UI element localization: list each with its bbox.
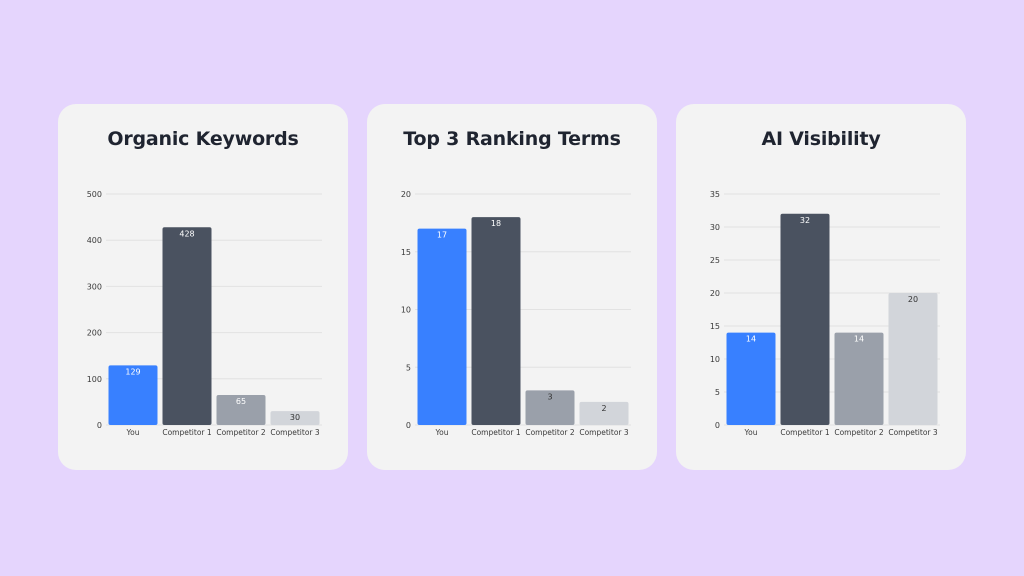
bar [270,411,320,425]
chart-card-top-3-ranking-terms: Top 3 Ranking Terms 0 5 10 15 20 17 You 18 Compe… [367,104,657,470]
y-tick-label: 0 [715,421,720,430]
x-tick-label: Competitor 3 [888,428,938,437]
data-label: 2 [601,404,606,413]
y-tick-label: 0 [97,421,102,430]
x-tick-label: Competitor 2 [525,428,575,437]
bar [471,217,521,425]
bar-chart-ai-visibility: 0 5 10 15 20 25 30 35 14 You 32 Competitor 1 14 Compe… [710,190,940,437]
bar [888,293,938,425]
y-tick-label: 5 [715,388,720,397]
data-label: 20 [908,295,918,304]
y-tick-label: 10 [710,355,720,364]
y-tick-label: 10 [401,306,411,315]
bar-chart-organic-keywords: 0 100 200 300 400 500 129 You 428 Competitor 1 65 C… [87,190,322,437]
x-tick-label: You [126,428,140,437]
chart-card-organic-keywords: Organic Keywords 0 100 200 300 400 500 129 You 4… [58,104,348,470]
x-tick-label: Competitor 2 [216,428,266,437]
bar-chart-top-3-ranking-terms: 0 5 10 15 20 17 You 18 Competitor 1 3 Competitor 2… [401,190,631,437]
x-tick-label: Competitor 1 [471,428,521,437]
data-label: 14 [746,335,756,344]
y-tick-label: 15 [710,322,720,331]
bar [108,365,158,425]
chart-title: Organic Keywords [107,128,299,150]
data-label: 30 [290,413,300,422]
bar [726,332,776,425]
bar [834,332,884,425]
y-tick-label: 20 [401,190,411,199]
x-tick-label: Competitor 2 [834,428,884,437]
bar [579,401,629,425]
data-label: 428 [179,229,194,238]
y-tick-label: 20 [710,289,720,298]
data-label: 14 [854,335,864,344]
data-label: 32 [800,216,810,225]
bar [525,390,575,425]
y-tick-label: 35 [710,190,720,199]
x-tick-label: Competitor 1 [780,428,830,437]
x-tick-label: You [744,428,758,437]
y-tick-label: 30 [710,223,720,232]
data-label: 17 [437,231,447,240]
y-tick-label: 0 [406,421,411,430]
y-tick-label: 25 [710,256,720,265]
y-tick-label: 100 [87,375,102,384]
y-tick-label: 500 [87,190,102,199]
chart-title: AI Visibility [761,128,881,150]
x-tick-label: Competitor 3 [579,428,629,437]
x-tick-label: Competitor 3 [270,428,320,437]
chart-card-ai-visibility: AI Visibility 0 5 10 15 20 25 30 35 14 You 32 Compe… [676,104,966,470]
chart-title: Top 3 Ranking Terms [403,128,621,150]
y-tick-label: 5 [406,363,411,372]
data-label: 129 [125,367,140,376]
bar [780,213,830,425]
y-tick-label: 15 [401,248,411,257]
y-tick-label: 400 [87,236,102,245]
data-label: 3 [547,392,552,401]
data-label: 18 [491,219,501,228]
y-tick-label: 200 [87,329,102,338]
x-tick-label: You [435,428,449,437]
bar [162,227,212,425]
data-label: 65 [236,397,246,406]
bar [216,394,266,425]
y-tick-label: 300 [87,282,102,291]
bar [417,228,467,425]
x-tick-label: Competitor 1 [162,428,212,437]
